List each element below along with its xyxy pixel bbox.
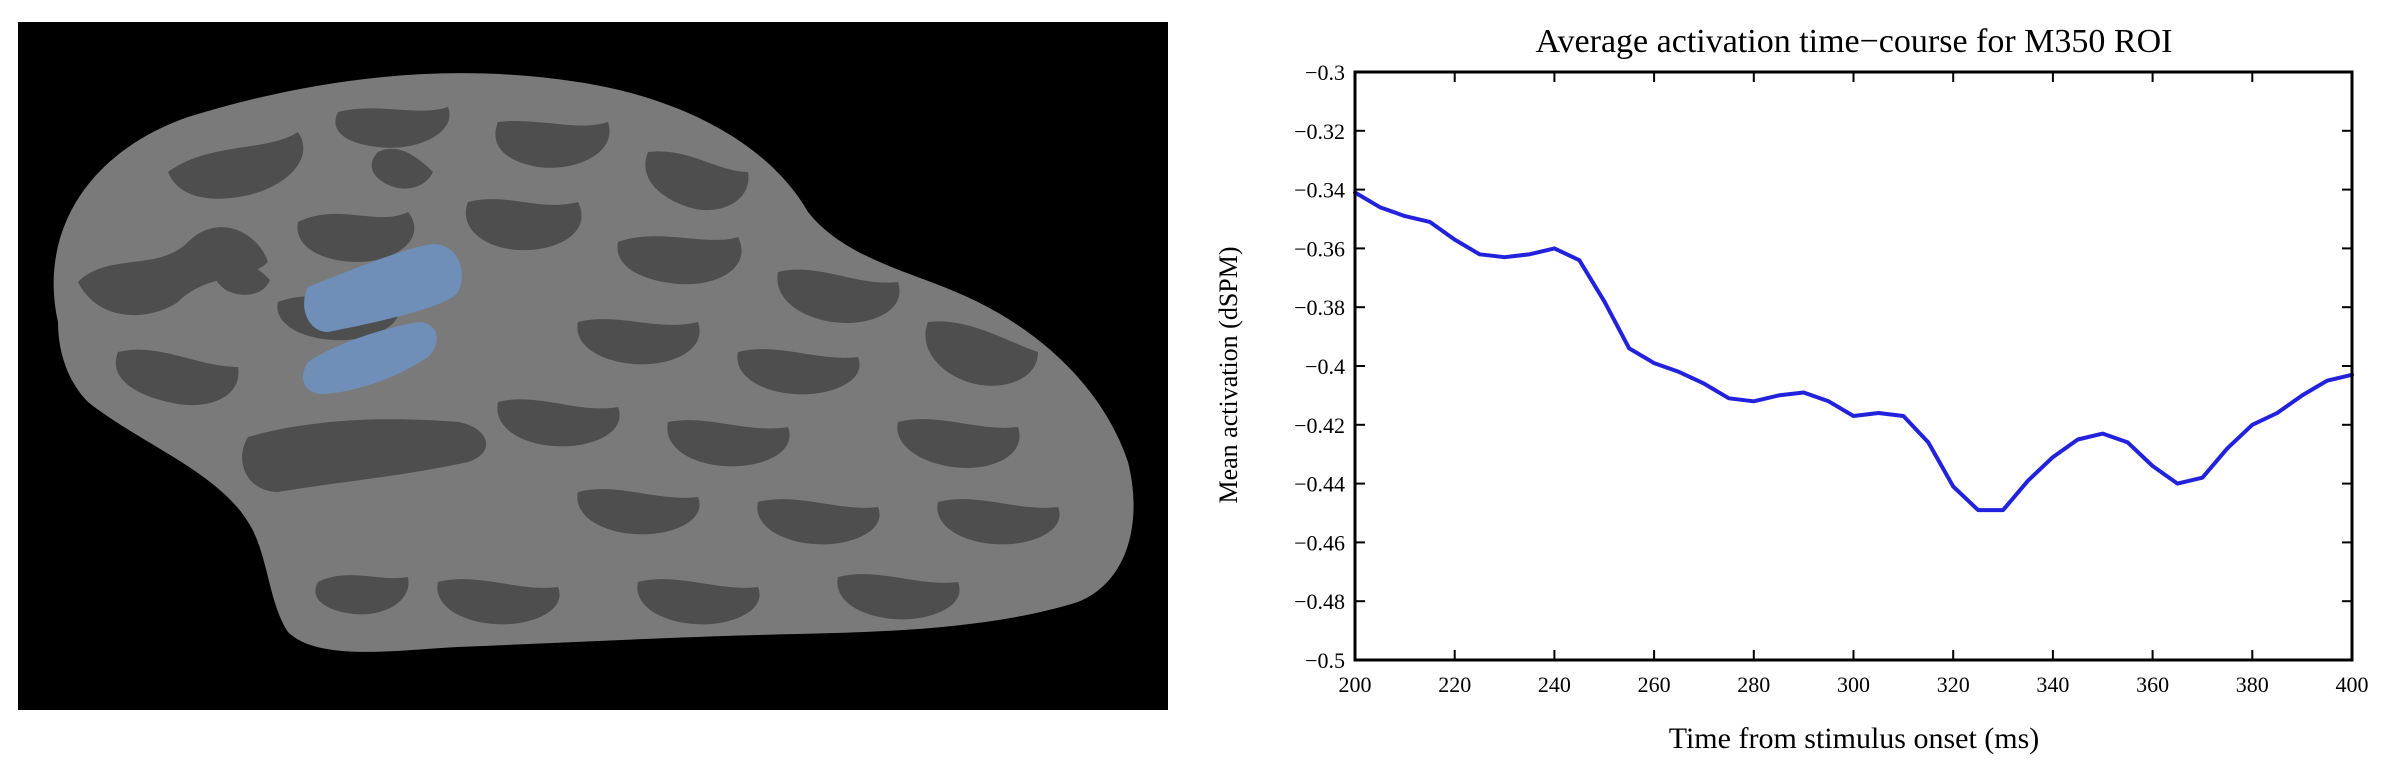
y-tick-label: −0.34 [1294,178,1345,203]
x-tick-label: 320 [1937,672,1970,697]
roi-region-inferior [303,322,437,394]
y-tick-label: −0.42 [1294,413,1345,438]
chart-title: Average activation time−course for M350 … [1536,23,2173,60]
y-tick-label: −0.3 [1305,60,1345,85]
x-tick-label: 340 [2036,672,2069,697]
y-tick-label: −0.44 [1294,472,1345,497]
x-tick-label: 200 [1339,672,1372,697]
roi-region-superior [304,244,462,332]
x-tick-label: 300 [1837,672,1870,697]
brain-surface-figure [18,22,1168,710]
x-tick-label: 220 [1438,672,1471,697]
y-tick-label: −0.32 [1294,119,1345,144]
x-axis-label: Time from stimulus onset (ms) [1669,722,2040,755]
y-tick-label: −0.4 [1305,354,1345,379]
x-tick-label: 260 [1638,672,1671,697]
plot-area: 200 220 240 260 280 300 320 340 360 380 400 −0.3 −0.… [1294,60,2368,697]
sylvian-fissure [242,419,487,492]
chart-panel: Average activation time−course for M350 … [1180,0,2408,766]
line-chart: Average activation time−course for M350 … [1214,23,2369,755]
x-tick-label: 380 [2236,672,2269,697]
x-tick-label: 360 [2136,672,2169,697]
x-tick-label: 240 [1538,672,1571,697]
y-axis-label: Mean activation (dSPM) [1214,246,1243,503]
x-tick-label: 400 [2336,672,2369,697]
inflated-cortex-surface-icon [53,73,1134,652]
y-tick-label: −0.36 [1294,236,1345,261]
y-tick-label: −0.5 [1305,648,1345,673]
plot-frame [1353,70,2354,662]
y-tick-label: −0.46 [1294,530,1345,555]
x-tick-label: 280 [1737,672,1770,697]
y-tick-label: −0.38 [1294,295,1345,320]
y-tick-label: −0.48 [1294,589,1345,614]
sulci-pattern [78,107,1060,625]
series-line-0 [1353,190,2354,513]
